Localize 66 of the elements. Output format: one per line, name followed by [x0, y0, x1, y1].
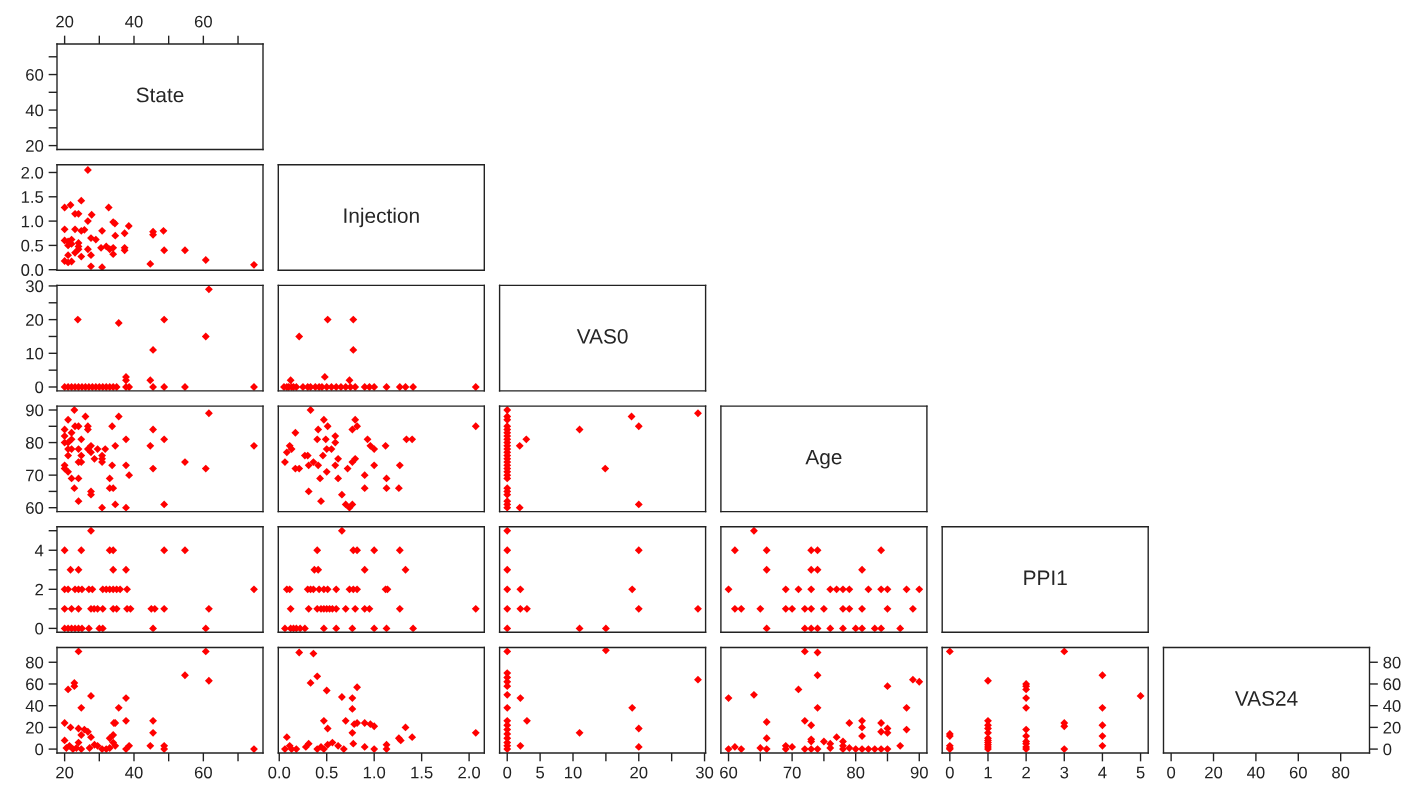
x-tick-label: 2.0: [458, 766, 481, 779]
x-tick-label: 20: [56, 15, 74, 28]
y-tick-label: 20: [26, 139, 44, 152]
x-tick-label: 40: [125, 766, 143, 779]
x-tick-label: 5: [536, 766, 545, 779]
y-tick-label: 70: [26, 469, 44, 482]
x-tick-label: 4: [1098, 766, 1107, 779]
annotation: Age: [805, 449, 842, 469]
y-tick-label: 0: [35, 622, 44, 635]
y-tick-label: 0: [1383, 743, 1392, 756]
x-tick-label: 20: [630, 766, 648, 779]
y-tick-label: 30: [25, 280, 44, 293]
x-tick-label: 0: [503, 766, 512, 779]
y-tick-label: 10: [26, 347, 44, 360]
annotation: VAS0: [576, 328, 628, 344]
y-tick-label: 2.0: [21, 166, 44, 179]
x-tick-label: 80: [1332, 766, 1350, 779]
y-tick-label: 60: [26, 678, 44, 691]
y-tick-label: 4: [34, 544, 44, 557]
y-tick-label: 20: [26, 721, 44, 734]
y-tick-label: 20: [1383, 721, 1401, 734]
y-tick-label: 40: [1383, 700, 1401, 712]
x-tick-label: 60: [1289, 766, 1307, 779]
x-tick-label: 80: [847, 766, 865, 779]
y-tick-label: 1.5: [21, 191, 44, 203]
x-tick-label: 2: [1022, 766, 1030, 779]
y-tick-label: 1.0: [21, 215, 44, 228]
y-tick-label: 60: [1383, 678, 1401, 691]
x-tick-label: 60: [194, 15, 212, 28]
y-tick-label: 80: [25, 436, 44, 449]
y-tick-label: 90: [26, 404, 44, 417]
y-tick-label: 20: [26, 314, 44, 326]
x-tick-label: 1.5: [411, 766, 433, 779]
y-tick-label: 40: [25, 700, 44, 712]
x-tick-label: 5: [1136, 766, 1145, 779]
annotation: State: [136, 87, 184, 103]
x-tick-label: 0: [945, 766, 954, 779]
annotation: Injection: [344, 207, 419, 228]
x-tick-label: 3: [1060, 766, 1069, 779]
y-tick-label: 80: [1383, 656, 1401, 669]
x-tick-label: 40: [1247, 766, 1265, 779]
y-tick-label: 0: [35, 381, 44, 394]
x-tick-label: 30: [695, 766, 714, 779]
x-tick-label: 90: [910, 766, 928, 779]
y-tick-label: 2: [35, 583, 43, 596]
y-tick-label: 60: [26, 502, 44, 514]
annotation: PPI1: [1024, 570, 1067, 585]
x-tick-label: 0.0: [268, 766, 291, 779]
y-tick-label: 80: [25, 656, 44, 669]
x-tick-label: 1: [984, 766, 992, 779]
y-tick-label: 40: [25, 104, 44, 117]
y-tick-label: 0.0: [21, 264, 44, 276]
x-tick-label: 20: [56, 766, 74, 779]
x-tick-label: 1.0: [363, 766, 386, 779]
x-tick-label: 10: [565, 766, 582, 779]
x-tick-label: 0.5: [315, 766, 338, 779]
x-tick-label: 60: [194, 766, 212, 779]
y-tick-label: 0.5: [21, 239, 44, 252]
x-tick-label: 20: [1205, 766, 1223, 779]
y-tick-label: 60: [26, 68, 44, 81]
x-tick-label: 60: [720, 766, 738, 779]
x-tick-label: 70: [783, 766, 801, 779]
x-tick-label: 40: [125, 15, 143, 28]
y-tick-label: 0: [35, 743, 44, 756]
x-tick-label: 0: [1167, 766, 1176, 779]
annotation: VAS24: [1234, 691, 1298, 706]
